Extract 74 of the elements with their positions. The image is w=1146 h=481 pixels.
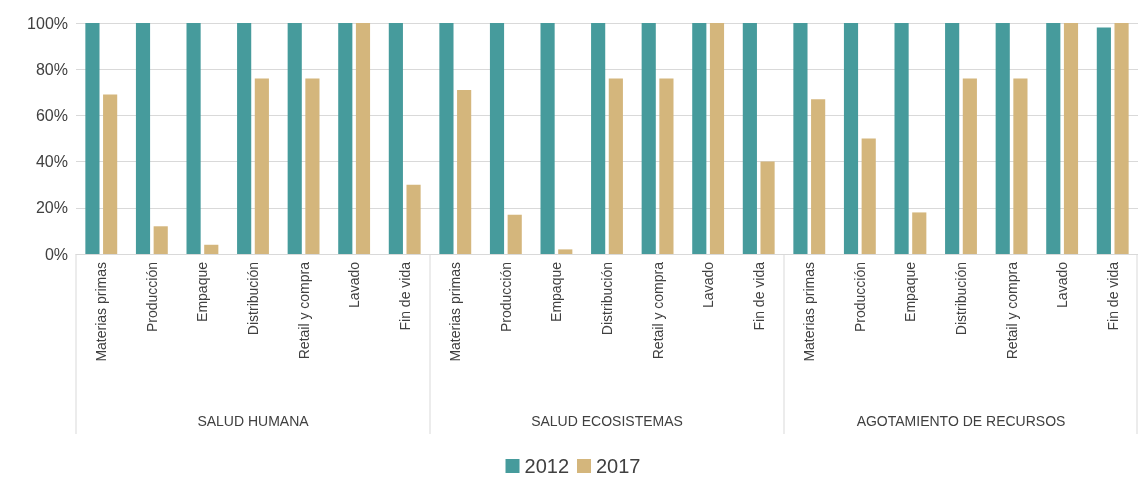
- x-tick-label: Retail y compra: [295, 261, 312, 360]
- bar: [287, 23, 302, 254]
- x-tick-label: Empaque: [902, 261, 919, 322]
- text: SALUD ECOSISTEMAS: [531, 413, 683, 429]
- y-tick-label: 0%: [44, 245, 68, 263]
- text: AGOTAMIENTO DE RECURSOS: [856, 413, 1066, 429]
- bar: [1096, 27, 1111, 254]
- bar: [692, 23, 707, 254]
- bar: [388, 23, 403, 254]
- x-tick-label: Retail y compra: [1003, 261, 1020, 360]
- y-tick-label: 100%: [27, 14, 68, 32]
- x-tick-label: Distribución: [245, 262, 261, 336]
- bar: [305, 78, 320, 254]
- bar: [861, 138, 876, 254]
- x-tick-label: Lavado: [346, 261, 363, 308]
- bar: [254, 78, 269, 254]
- bar: [995, 23, 1010, 254]
- y-tick-label: 60%: [35, 106, 68, 124]
- bar: [608, 78, 623, 254]
- bar: [507, 214, 522, 254]
- y-tick-label: 80%: [35, 60, 68, 78]
- legend-label: 2012: [524, 455, 570, 477]
- x-tick-label: Producción: [851, 262, 868, 333]
- bar: [894, 23, 909, 254]
- bar: [760, 161, 775, 254]
- bar: [406, 184, 421, 254]
- bar: [1114, 23, 1129, 254]
- x-tick-label: Fin de vida: [1104, 261, 1121, 331]
- x-tick-label: Materias primas: [801, 262, 818, 362]
- bar: [186, 23, 201, 254]
- bar: [659, 78, 674, 254]
- bar: [338, 23, 353, 254]
- bar: [742, 23, 757, 254]
- legend-label: 2017: [596, 455, 641, 477]
- bar: [204, 244, 219, 254]
- x-tick-label: Materias primas: [447, 262, 464, 362]
- x-tick-label: Fin de vida: [750, 261, 767, 331]
- x-tick-label: Lavado: [700, 261, 717, 308]
- bar: [103, 94, 118, 254]
- bar: [912, 212, 927, 254]
- bar: [489, 23, 505, 254]
- bar: [1046, 23, 1061, 254]
- bar: [457, 89, 472, 254]
- bar: [355, 23, 371, 254]
- bar: [85, 23, 100, 254]
- bar: [591, 23, 606, 254]
- bar: [962, 78, 977, 254]
- bar: [843, 23, 859, 254]
- x-tick-label: Lavado: [1054, 261, 1071, 308]
- bar: [1063, 23, 1079, 254]
- bar: [237, 23, 252, 254]
- bar: [811, 99, 826, 254]
- y-tick-label: 40%: [35, 153, 68, 171]
- x-tick-label: Empaque: [194, 261, 211, 322]
- bar: [540, 23, 555, 254]
- bar: [439, 23, 454, 254]
- bar: [135, 23, 151, 254]
- x-tick-label: Distribución: [953, 262, 969, 336]
- x-tick-label: Materias primas: [93, 262, 110, 362]
- bar: [558, 249, 573, 254]
- bar: [153, 226, 168, 254]
- bar: [793, 23, 808, 254]
- bar: [1013, 78, 1028, 254]
- bar: [709, 23, 725, 254]
- bar: [641, 23, 656, 254]
- x-tick-label: Distribución: [599, 262, 615, 336]
- y-tick-label: 20%: [35, 199, 68, 217]
- x-tick-label: Producción: [143, 262, 160, 333]
- x-tick-label: Retail y compra: [649, 261, 666, 360]
- x-tick-label: Empaque: [548, 261, 565, 322]
- x-tick-label: Producción: [497, 262, 514, 333]
- bar: [945, 23, 960, 254]
- x-tick-label: Fin de vida: [396, 261, 413, 331]
- text: SALUD HUMANA: [197, 413, 310, 429]
